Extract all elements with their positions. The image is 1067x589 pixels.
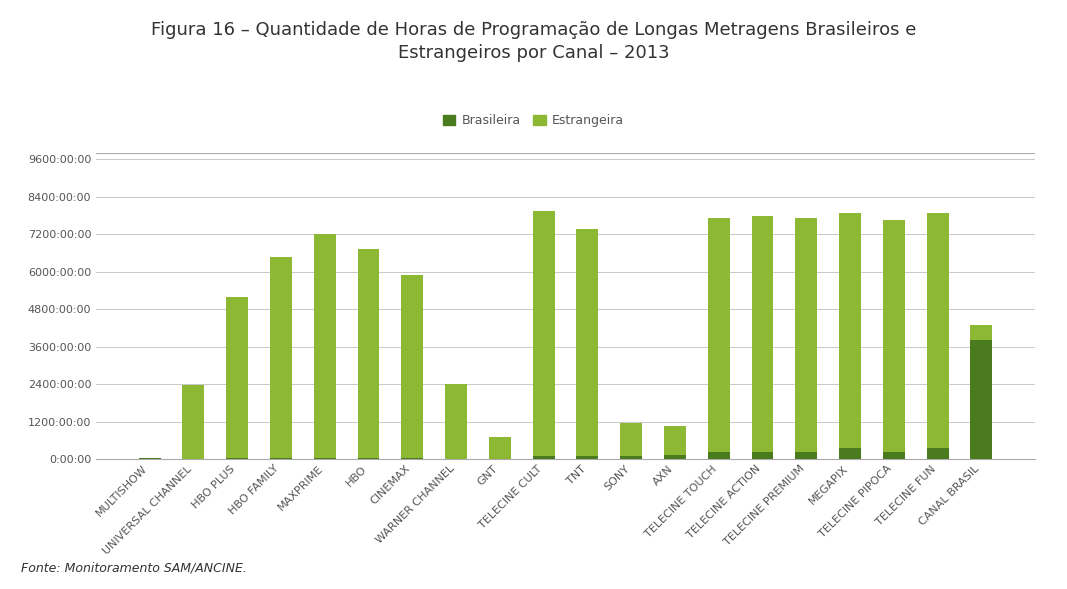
Text: Fonte: Monitoramento SAM/ANCINE.: Fonte: Monitoramento SAM/ANCINE. bbox=[21, 561, 248, 574]
Bar bbox=[926, 213, 949, 448]
Bar bbox=[882, 220, 905, 452]
Bar bbox=[314, 458, 336, 459]
Bar bbox=[532, 456, 555, 459]
Bar bbox=[926, 448, 949, 459]
Bar bbox=[576, 229, 599, 456]
Bar bbox=[139, 458, 161, 459]
Text: ⊞: ⊞ bbox=[883, 558, 895, 573]
Bar bbox=[226, 458, 249, 459]
Text: ⊕: ⊕ bbox=[969, 558, 981, 573]
Bar bbox=[795, 452, 817, 459]
Bar bbox=[401, 458, 424, 459]
Text: ⊡: ⊡ bbox=[1025, 558, 1037, 573]
Bar bbox=[839, 213, 861, 448]
Bar bbox=[182, 385, 205, 459]
Bar bbox=[707, 218, 730, 452]
Bar bbox=[970, 325, 992, 340]
Bar bbox=[795, 218, 817, 452]
Text: Estrangeiros por Canal – 2013: Estrangeiros por Canal – 2013 bbox=[398, 44, 669, 62]
Bar bbox=[664, 455, 686, 459]
Text: ⊖: ⊖ bbox=[940, 558, 952, 573]
Bar bbox=[707, 452, 730, 459]
Bar bbox=[314, 234, 336, 458]
Bar bbox=[489, 437, 511, 459]
Legend: Brasileira, Estrangeira: Brasileira, Estrangeira bbox=[437, 110, 630, 133]
Bar bbox=[620, 423, 642, 456]
Bar bbox=[576, 456, 599, 459]
Bar bbox=[270, 458, 292, 459]
Text: ⊟: ⊟ bbox=[998, 558, 1008, 573]
Text: Figura 16 – Quantidade de Horas de Programação de Longas Metragens Brasileiros e: Figura 16 – Quantidade de Horas de Progr… bbox=[150, 21, 917, 39]
Bar bbox=[751, 452, 774, 459]
Bar bbox=[532, 211, 555, 456]
Bar bbox=[620, 456, 642, 459]
Bar bbox=[970, 340, 992, 459]
Bar bbox=[751, 216, 774, 452]
Bar bbox=[839, 448, 861, 459]
Bar bbox=[664, 426, 686, 455]
Bar bbox=[357, 458, 380, 459]
Bar bbox=[226, 297, 249, 458]
Bar bbox=[445, 385, 467, 459]
Text: ▣: ▣ bbox=[911, 558, 924, 573]
Bar bbox=[270, 257, 292, 458]
Bar bbox=[401, 275, 424, 458]
Bar bbox=[357, 249, 380, 458]
Bar bbox=[882, 452, 905, 459]
